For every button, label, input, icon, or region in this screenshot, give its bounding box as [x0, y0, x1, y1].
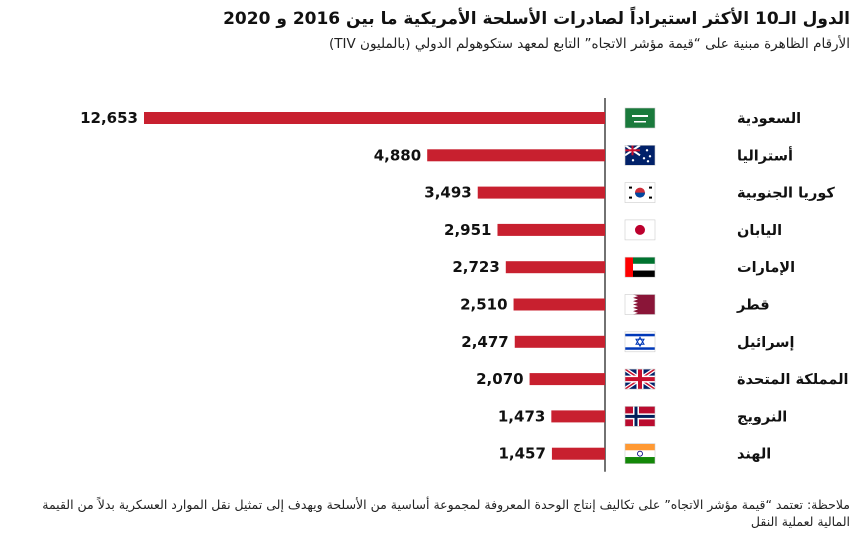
chart-title: الدول الـ10 الأكثر استيراداً لصادرات الأ…	[223, 9, 850, 29]
category-label: السعودية	[737, 111, 801, 127]
bar	[144, 112, 605, 124]
israel-flag-icon	[625, 331, 655, 352]
value-label: 1,457	[498, 445, 545, 463]
south-korea-flag-icon	[625, 182, 655, 203]
flag-border	[624, 443, 656, 465]
flag-border	[624, 256, 656, 278]
australia-flag-icon	[625, 145, 655, 166]
flag-border	[624, 182, 656, 203]
flag-part	[625, 270, 655, 278]
bar	[551, 410, 605, 423]
value-label: 12,653	[80, 109, 138, 127]
uk-flag-icon	[625, 369, 655, 390]
flag-part	[625, 377, 655, 382]
flag-part	[637, 450, 643, 457]
value-label: 2,477	[461, 333, 508, 351]
flag-part	[631, 159, 635, 162]
bar	[427, 149, 605, 162]
flag-border	[624, 107, 656, 129]
flag-part	[632, 115, 648, 117]
category-label: أستراليا	[737, 146, 793, 164]
flag-part	[625, 457, 655, 464]
flag-part	[635, 224, 645, 235]
bar	[551, 447, 605, 460]
flag-part	[625, 414, 655, 418]
flag-part	[629, 196, 632, 199]
flag-part	[635, 192, 645, 198]
flag-border	[624, 331, 656, 353]
flag-border	[624, 219, 656, 241]
flag-border	[624, 144, 656, 166]
bar	[529, 373, 605, 386]
flag-part	[635, 336, 645, 345]
flag-part	[625, 450, 655, 458]
flag-part	[629, 186, 632, 189]
category-label: إسرائيل	[737, 335, 795, 351]
flag-part	[649, 196, 652, 199]
category-label: كوريا الجنوبية	[737, 186, 835, 202]
flag-part	[646, 160, 650, 163]
qatar-flag-icon	[625, 294, 655, 315]
japan-flag-icon	[625, 219, 655, 240]
flag-part	[625, 443, 655, 451]
flag-part	[625, 149, 640, 152]
flag-part	[625, 108, 655, 128]
value-label: 2,723	[452, 258, 499, 276]
flag-border	[624, 368, 656, 390]
saudi-arabia-flag-icon	[625, 108, 655, 128]
value-label: 2,070	[476, 370, 523, 388]
flag-part	[625, 257, 655, 264]
flag-part	[642, 157, 646, 160]
flag-part	[625, 331, 655, 352]
value-label: 4,880	[374, 146, 421, 164]
bar	[505, 261, 605, 274]
india-flag-icon	[625, 443, 655, 464]
bar	[513, 298, 605, 311]
category-label: الإمارات	[737, 260, 795, 276]
flag-part	[635, 338, 645, 348]
bar	[477, 186, 605, 199]
category-label: النرويج	[737, 409, 787, 425]
flag-part	[625, 294, 638, 315]
value-label: 3,493	[424, 184, 471, 202]
chart-subtitle: الأرقام الظاهرة مبنية على “قيمة مؤشر الا…	[329, 36, 850, 52]
value-label: 2,510	[460, 296, 507, 314]
flag-part	[625, 263, 655, 271]
category-label: الهند	[737, 447, 771, 463]
flag-border	[624, 406, 656, 427]
value-label: 2,951	[444, 221, 491, 239]
flag-part	[648, 155, 652, 158]
flag-part	[625, 347, 655, 350]
category-label: اليابان	[737, 223, 782, 239]
category-label: قطر	[736, 298, 770, 314]
bar	[497, 223, 605, 236]
flag-part	[649, 186, 652, 189]
value-label: 1,473	[498, 407, 545, 425]
flag-part	[634, 121, 646, 123]
bar	[514, 335, 605, 348]
flag-part	[625, 257, 633, 278]
footnote: ملاحظة: تعتمد “قيمة مؤشر الاتجاه” على تك…	[42, 497, 850, 529]
bar-chart: 12,653 السعودية 4,880 أستراليا 3,493 كوريا ال…	[80, 98, 849, 472]
norway-flag-icon	[625, 406, 655, 427]
flag-part	[625, 333, 655, 337]
flag-border	[624, 294, 656, 315]
uae-flag-icon	[625, 257, 655, 278]
flag-part	[645, 149, 649, 152]
category-label: المملكة المتحدة	[737, 372, 849, 388]
